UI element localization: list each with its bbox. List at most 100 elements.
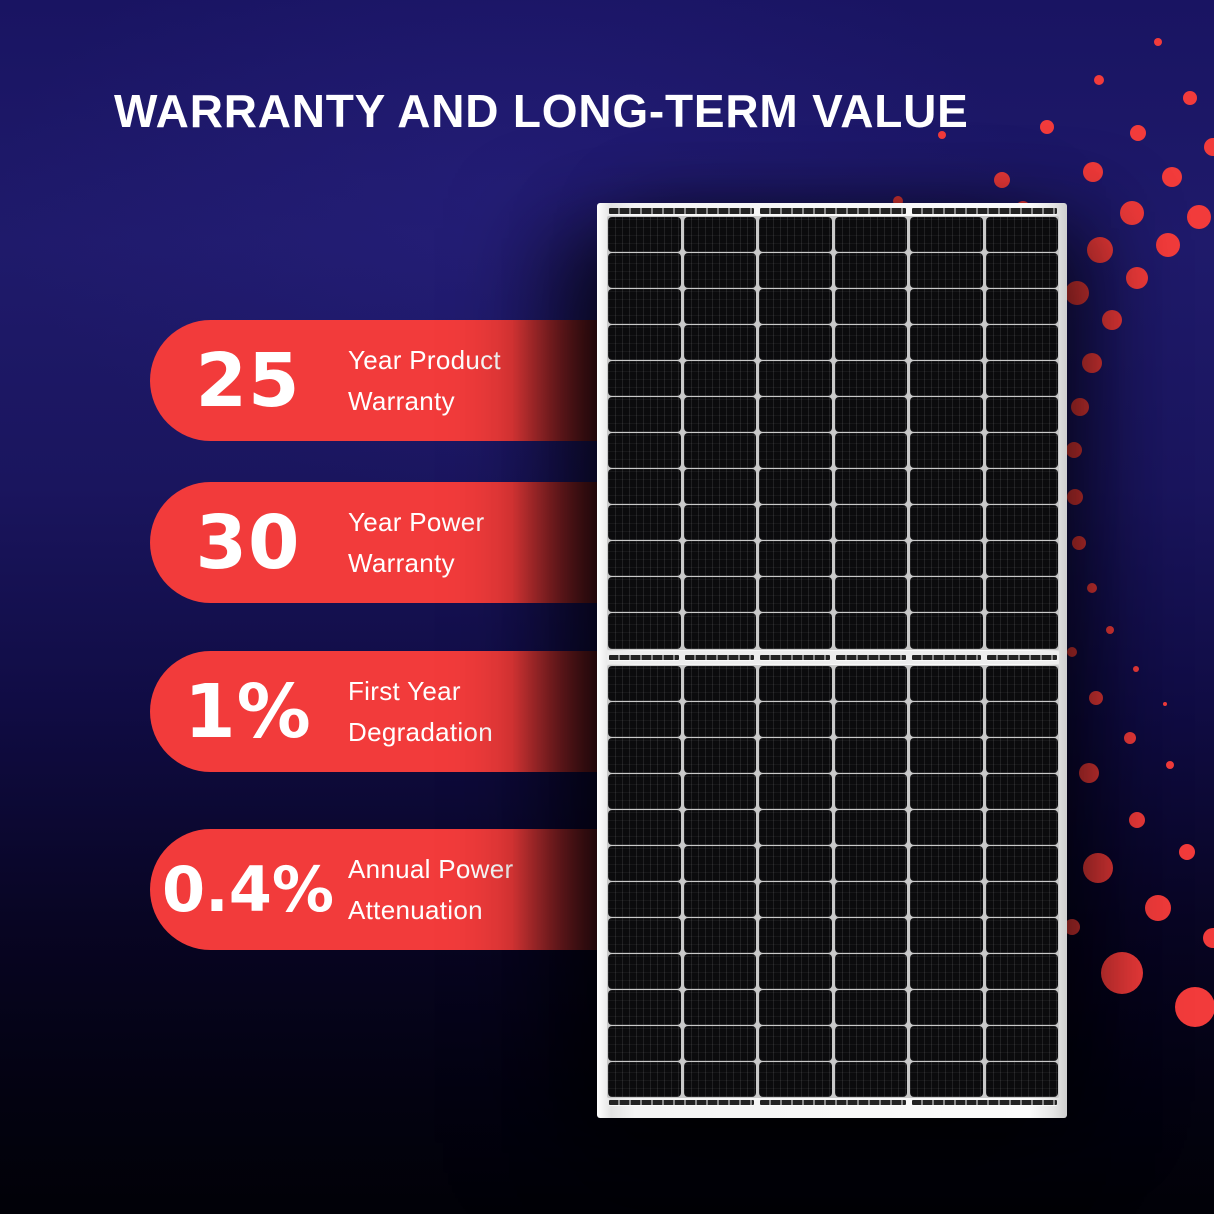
solar-cell xyxy=(985,701,1058,737)
stat-value: 25 xyxy=(195,337,301,424)
red-dot xyxy=(1145,895,1171,921)
stat-label-line1: Annual Power xyxy=(348,854,514,885)
solar-cell xyxy=(834,433,907,469)
solar-cell xyxy=(985,773,1058,809)
red-dot xyxy=(1124,732,1136,744)
solar-cell xyxy=(910,361,983,397)
solar-cell xyxy=(759,845,832,881)
red-dot xyxy=(1166,761,1174,769)
solar-cell xyxy=(608,505,681,541)
solar-cell xyxy=(759,505,832,541)
solar-cell xyxy=(608,469,681,505)
red-dot xyxy=(1040,120,1054,134)
solar-cell xyxy=(910,953,983,989)
solar-cell xyxy=(985,953,1058,989)
solar-cell xyxy=(759,325,832,361)
solar-cell xyxy=(759,397,832,433)
busbar-segment xyxy=(836,654,906,660)
solar-cell xyxy=(759,289,832,325)
busbar-strip-top xyxy=(607,208,1059,214)
solar-cell xyxy=(910,881,983,917)
solar-cell xyxy=(910,809,983,845)
solar-cell xyxy=(834,845,907,881)
red-dot xyxy=(1154,38,1162,46)
solar-cell xyxy=(759,433,832,469)
red-dot xyxy=(1087,237,1113,263)
solar-cell xyxy=(683,665,756,701)
solar-cell xyxy=(834,953,907,989)
busbar-segment xyxy=(911,654,982,660)
solar-cell xyxy=(985,397,1058,433)
stat-value: 30 xyxy=(195,499,301,586)
red-dot xyxy=(1065,281,1089,305)
red-dot xyxy=(1067,647,1077,657)
stat-label: Year Power Warranty xyxy=(348,502,597,583)
red-dot xyxy=(1083,853,1113,883)
red-dot xyxy=(1083,162,1103,182)
solar-cell xyxy=(608,361,681,397)
solar-cell xyxy=(834,325,907,361)
solar-cell xyxy=(608,325,681,361)
solar-cell xyxy=(910,773,983,809)
solar-cell xyxy=(985,505,1058,541)
red-dot xyxy=(938,131,946,139)
red-dot xyxy=(1183,91,1197,105)
stat-label-line2: Warranty xyxy=(348,385,455,416)
stat-value: 1% xyxy=(184,668,312,755)
solar-cell xyxy=(834,469,907,505)
solar-cell xyxy=(759,1025,832,1061)
solar-cell xyxy=(834,917,907,953)
solar-cell xyxy=(910,433,983,469)
solar-cell xyxy=(683,217,756,253)
solar-cell xyxy=(910,217,983,253)
stat-badge-annual-attenuation: 0.4% Annual Power Attenuation xyxy=(150,829,597,950)
solar-cell xyxy=(608,665,681,701)
solar-cell xyxy=(683,361,756,397)
solar-cell xyxy=(608,953,681,989)
solar-cell xyxy=(834,773,907,809)
red-dot xyxy=(1120,201,1144,225)
solar-cell xyxy=(759,701,832,737)
solar-cell xyxy=(608,773,681,809)
solar-cell xyxy=(683,253,756,289)
solar-cell xyxy=(834,505,907,541)
solar-cell xyxy=(910,701,983,737)
solar-cell xyxy=(910,1025,983,1061)
solar-cell xyxy=(608,253,681,289)
solar-cell xyxy=(683,701,756,737)
solar-cell xyxy=(985,469,1058,505)
solar-cell xyxy=(910,289,983,325)
solar-cell xyxy=(759,809,832,845)
solar-cell xyxy=(985,737,1058,773)
solar-cell xyxy=(608,217,681,253)
red-dot xyxy=(1179,844,1195,860)
busbar-segment xyxy=(911,208,1057,214)
solar-cell xyxy=(683,433,756,469)
red-dot xyxy=(1102,310,1122,330)
solar-cell xyxy=(910,253,983,289)
solar-cell xyxy=(834,253,907,289)
solar-cell xyxy=(608,433,681,469)
solar-cell xyxy=(759,1061,832,1097)
solar-cell xyxy=(834,665,907,701)
red-dot xyxy=(1087,583,1097,593)
busbar-segment xyxy=(760,208,906,214)
solar-cell xyxy=(608,613,681,649)
solar-cell xyxy=(910,1061,983,1097)
solar-cell xyxy=(985,289,1058,325)
solar-cell xyxy=(910,541,983,577)
solar-cell xyxy=(910,989,983,1025)
solar-cell xyxy=(683,809,756,845)
solar-cell xyxy=(683,953,756,989)
solar-cell xyxy=(608,1025,681,1061)
solar-cell xyxy=(985,541,1058,577)
red-dot xyxy=(893,196,903,206)
red-dot xyxy=(1162,167,1182,187)
solar-cell xyxy=(759,665,832,701)
red-dot xyxy=(1130,125,1146,141)
solar-cell xyxy=(683,289,756,325)
solar-cell xyxy=(834,613,907,649)
solar-cell xyxy=(985,577,1058,613)
